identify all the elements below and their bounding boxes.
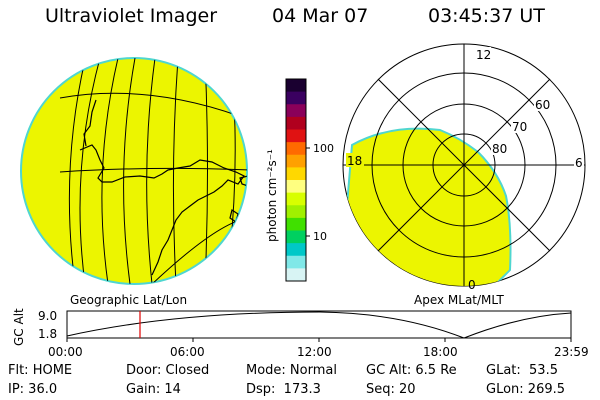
colorbar-band: [286, 104, 306, 118]
info-dsp: Dsp: 173.3: [246, 382, 321, 397]
alt-x-tick-0600: 06:00: [170, 345, 205, 359]
alt-y-tick-high: 9.0: [38, 309, 57, 323]
meridian-line: [146, 58, 156, 284]
colorbar-band: [286, 230, 306, 244]
time-label: 03:45:37 UT: [428, 5, 545, 27]
info-flt: Flt: HOME: [8, 363, 73, 378]
date-label: 04 Mar 07: [272, 5, 369, 27]
polar-plot-panel: 12 18 6 0 60 70 80 Apex MLat/MLT: [342, 43, 586, 307]
alt-x-tick-1800: 18:00: [423, 345, 458, 359]
info-glon: GLon: 269.5: [486, 382, 566, 397]
mlt-label-0: 0: [468, 278, 476, 292]
polar-panel-label: Apex MLat/MLT: [414, 293, 504, 307]
alt-x-tick-1200: 12:00: [297, 345, 332, 359]
colorbar-band: [286, 255, 306, 269]
colorbar-band: [286, 154, 306, 168]
altitude-plot-frame: [66, 310, 572, 339]
info-door: Door: Closed: [126, 363, 210, 378]
colorbar-band: [286, 268, 306, 282]
info-gc-alt: GC Alt: 6.5 Re: [366, 363, 457, 378]
mlt-label-6: 6: [575, 156, 583, 170]
info-ip: IP: 36.0: [8, 382, 58, 397]
colorbar-frame: [285, 78, 307, 282]
mlt-label-12: 12: [476, 48, 491, 62]
info-gain: Gain: 14: [126, 382, 181, 397]
colorbar-band: [286, 243, 306, 257]
info-seq: Seq: 20: [366, 382, 416, 397]
alt-y-axis-label: GC Alt: [12, 308, 26, 346]
colorbar-unit-label: photon cm⁻²s⁻¹: [265, 149, 279, 242]
info-glat: GLat: 53.5: [486, 363, 558, 378]
lat-label-60: 60: [535, 98, 550, 112]
meridian-line: [172, 58, 179, 284]
colorbar-band: [286, 167, 306, 181]
colorbar-band: [286, 217, 306, 232]
colorbar-band: [286, 142, 306, 156]
alt-y-tick-low: 1.8: [38, 327, 57, 341]
mlt-label-18: 18: [347, 154, 362, 168]
colorbar-band: [286, 91, 306, 105]
colorbar-band: [286, 129, 306, 143]
colorbar: 100 10 photon cm⁻²s⁻¹: [265, 78, 334, 282]
info-mode: Mode: Normal: [246, 363, 337, 378]
colorbar-band: [286, 116, 306, 131]
geo-image-disk: [20, 57, 248, 285]
colorbar-band: [286, 192, 306, 206]
alt-x-tick-0000: 00:00: [48, 345, 83, 359]
colorbar-tick-100: 100: [313, 142, 334, 155]
coastline: [79, 144, 245, 276]
colorbar-gradient: [286, 79, 306, 282]
lat-label-70: 70: [512, 120, 527, 134]
geographic-image-panel: Geographic Lat/Lon: [20, 57, 248, 307]
colorbar-band: [286, 180, 306, 194]
mlt-spokes: [343, 44, 585, 286]
lat-label-80: 80: [492, 142, 507, 156]
colorbar-tick-10: 10: [313, 230, 327, 243]
coastline: [83, 99, 97, 147]
instrument-title: Ultraviolet Imager: [45, 5, 218, 27]
coastline: [239, 175, 247, 187]
latitude-line: [59, 92, 247, 121]
altitude-plot: 9.0 1.8 GC Alt 00:00 06:00 12:00 18:00 2…: [12, 308, 589, 359]
colorbar-band: [286, 79, 306, 93]
colorbar-band: [286, 205, 306, 219]
geo-panel-label: Geographic Lat/Lon: [70, 293, 187, 307]
meridian-line: [204, 58, 208, 284]
meridian-line: [123, 58, 136, 284]
altitude-curve: [66, 311, 572, 339]
alt-x-tick-2359: 23:59: [554, 345, 589, 359]
